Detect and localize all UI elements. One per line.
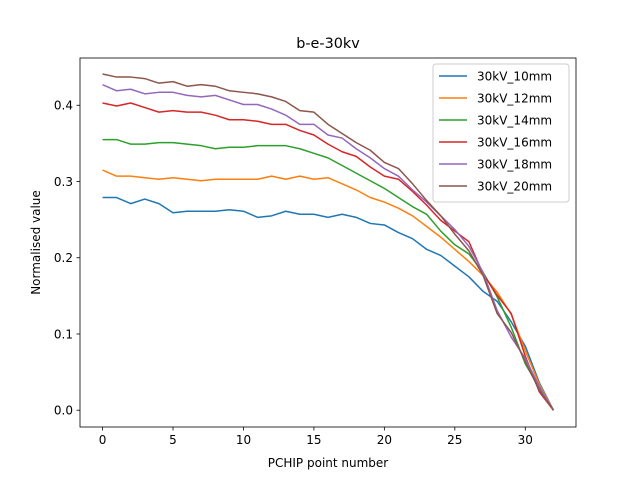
x-axis-label: PCHIP point number — [268, 456, 389, 470]
y-tick-label: 0.1 — [54, 327, 73, 341]
x-tick-label: 15 — [306, 433, 321, 447]
y-axis: 0.0 0.1 0.2 0.3 0.4 — [54, 99, 80, 418]
x-tick-label: 5 — [169, 433, 177, 447]
x-tick-label: 0 — [99, 433, 107, 447]
chart-title: b-e-30kv — [296, 36, 360, 52]
series-line-1 — [102, 196, 555, 411]
legend-label-6: 30kV_20mm — [477, 180, 552, 194]
x-axis: 0 5 10 15 20 25 30 — [99, 427, 533, 447]
x-tick-label: 30 — [518, 433, 533, 447]
legend: 30kV_10mm 30kV_12mm 30kV_14mm 30kV_16mm 30kV… — [432, 63, 570, 203]
legend-label-5: 30kV_18mm — [477, 158, 552, 172]
plot-frame — [79, 57, 577, 428]
legend-label-2: 30kV_12mm — [477, 92, 552, 106]
legend-label-1: 30kV_10mm — [477, 70, 552, 84]
y-tick-label: 0.3 — [54, 175, 73, 189]
legend-label-4: 30kV_16mm — [477, 136, 552, 150]
legend-label-3: 30kV_14mm — [477, 114, 552, 128]
series-line-6 — [102, 73, 555, 411]
x-tick-label: 25 — [447, 433, 462, 447]
x-tick-label: 20 — [377, 433, 392, 447]
y-tick-label: 0.0 — [54, 404, 73, 418]
series-line-5 — [102, 83, 555, 411]
x-tick-label: 10 — [236, 433, 251, 447]
y-tick-label: 0.4 — [54, 99, 73, 113]
y-axis-label: Normalised value — [29, 190, 43, 295]
series-line-2 — [102, 169, 555, 411]
y-tick-label: 0.2 — [54, 251, 73, 265]
series-layer — [102, 73, 555, 411]
